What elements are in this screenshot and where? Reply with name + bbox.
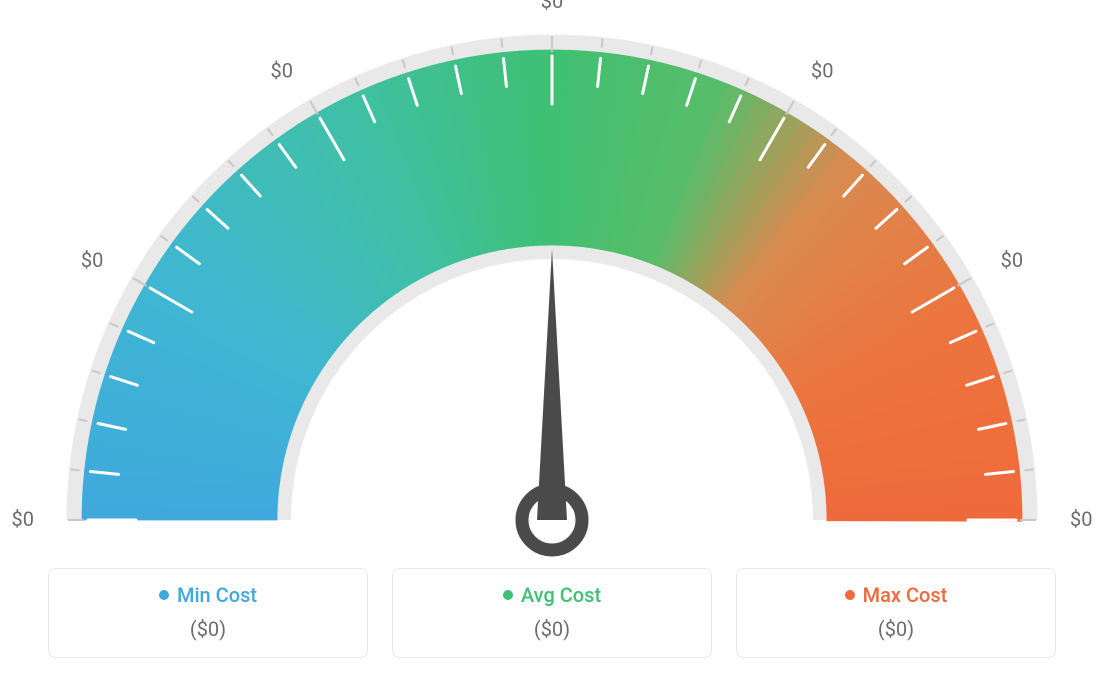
legend-value: ($0) — [757, 617, 1035, 641]
legend-value: ($0) — [413, 617, 691, 641]
gauge-svg: $0 $0 $0 $0 $0 $0 $0 — [0, 0, 1104, 560]
legend-title-row: Max Cost — [757, 583, 1035, 607]
gauge-chart: $0 $0 $0 $0 $0 $0 $0 — [0, 0, 1104, 560]
legend-dot-max — [845, 590, 855, 600]
gauge-needle — [522, 249, 582, 550]
tick-label: $0 — [811, 58, 833, 82]
tick-label: $0 — [12, 507, 34, 531]
tick-label: $0 — [271, 58, 293, 82]
legend-card-max: Max Cost ($0) — [736, 568, 1056, 658]
legend-dot-min — [159, 590, 169, 600]
legend-value: ($0) — [69, 617, 347, 641]
legend-dot-avg — [503, 590, 513, 600]
tick-label: $0 — [541, 0, 563, 13]
tick-label: $0 — [1001, 248, 1023, 272]
legend-title-row: Min Cost — [69, 583, 347, 607]
legend-card-min: Min Cost ($0) — [48, 568, 368, 658]
legend-title: Avg Cost — [521, 583, 601, 607]
legend-row: Min Cost ($0) Avg Cost ($0) Max Cost ($0) — [0, 568, 1104, 658]
tick-label: $0 — [81, 248, 103, 272]
tick-label: $0 — [1070, 507, 1092, 531]
legend-title-row: Avg Cost — [413, 583, 691, 607]
legend-title: Min Cost — [177, 583, 257, 607]
legend-title: Max Cost — [863, 583, 948, 607]
legend-card-avg: Avg Cost ($0) — [392, 568, 712, 658]
